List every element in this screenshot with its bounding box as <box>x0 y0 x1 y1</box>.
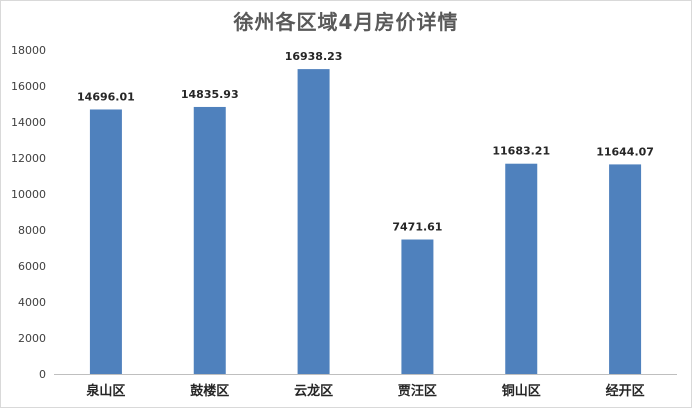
chart-title: 徐州各区域4月房价详情 <box>233 10 459 34</box>
y-tick-label: 8000 <box>18 224 46 237</box>
x-category-label: 云龙区 <box>294 383 333 399</box>
x-category-label: 泉山区 <box>86 383 125 399</box>
data-label: 14696.01 <box>77 90 135 103</box>
y-tick-label: 0 <box>39 368 46 381</box>
bar <box>401 239 434 374</box>
y-tick-label: 14000 <box>11 116 46 129</box>
bar <box>505 163 538 374</box>
bar <box>193 106 226 375</box>
y-tick-label: 16000 <box>11 80 46 93</box>
y-tick-label: 18000 <box>11 44 46 57</box>
data-label: 7471.61 <box>392 221 442 234</box>
x-category-label: 铜山区 <box>501 383 541 399</box>
y-tick-label: 6000 <box>18 260 46 273</box>
bar <box>89 109 122 375</box>
data-label: 16938.23 <box>285 50 343 63</box>
y-axis: 0 2000 4000 6000 8000 10000 12000 14000 16000 180… <box>11 44 46 381</box>
bar <box>609 164 642 374</box>
y-tick-label: 10000 <box>11 188 46 201</box>
x-category-label: 鼓楼区 <box>190 383 229 399</box>
data-label: 14835.93 <box>181 88 239 101</box>
x-category-label: 经开区 <box>606 383 645 399</box>
y-tick-label: 2000 <box>18 332 46 345</box>
y-tick-label: 12000 <box>11 152 46 165</box>
bar <box>297 69 330 374</box>
bar-series: 14696.01 14835.93 16938.23 7471.61 11683.21 1… <box>77 50 654 375</box>
data-label: 11644.07 <box>596 145 654 158</box>
x-category-label: 贾汪区 <box>398 383 437 399</box>
y-tick-label: 4000 <box>18 296 46 309</box>
data-label: 11683.21 <box>492 145 550 158</box>
x-axis: 泉山区 鼓楼区 云龙区 贾汪区 铜山区 经开区 <box>54 374 677 399</box>
